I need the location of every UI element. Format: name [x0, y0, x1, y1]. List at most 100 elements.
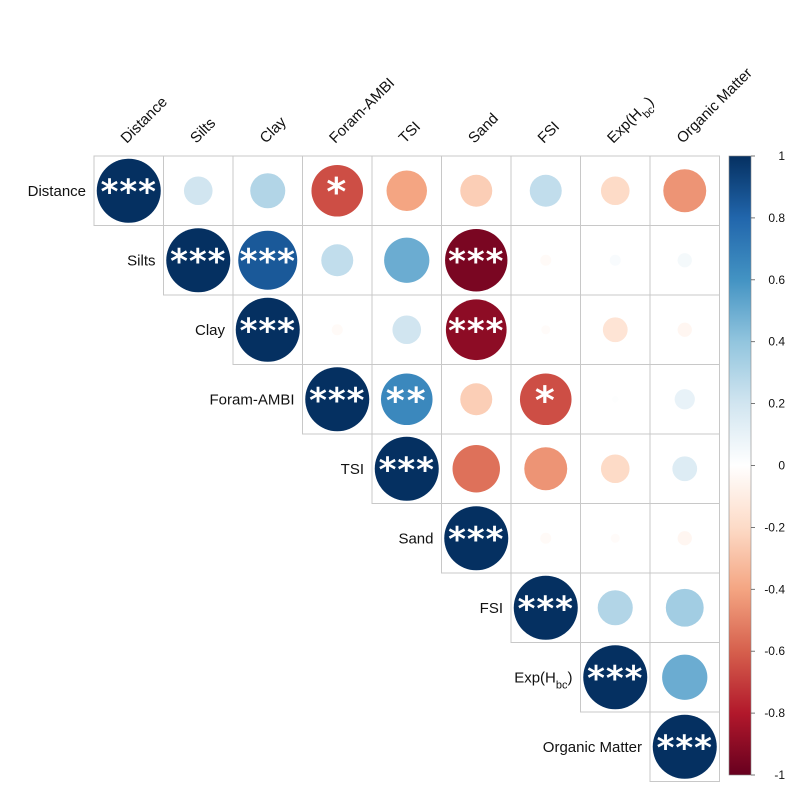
- column-label: Foram-AMBI: [326, 75, 398, 147]
- significance-label: ***: [101, 173, 157, 213]
- column-label: Sand: [465, 110, 502, 147]
- significance-label: *: [535, 379, 557, 423]
- row-label: Distance: [28, 183, 86, 200]
- significance-stars: *** **** *** ****** ****** ** ****************: [101, 170, 713, 769]
- correlation-circle: [392, 315, 422, 345]
- correlation-circle: [444, 506, 509, 571]
- correlation-circle: [663, 169, 707, 213]
- significance-label: ***: [448, 242, 504, 282]
- correlation-circle: [677, 531, 692, 546]
- correlation-circle: [238, 230, 298, 290]
- correlation-circle: [600, 176, 630, 206]
- colorbar-tick-label: 0.4: [768, 335, 785, 349]
- correlation-circle: [677, 322, 692, 337]
- colorbar-tick-label: 0.8: [768, 211, 785, 225]
- row-label: FSI: [480, 600, 503, 617]
- correlation-circle: [460, 174, 493, 207]
- row-label: TSI: [341, 461, 364, 478]
- correlation-circle: [380, 373, 433, 426]
- significance-label: ***: [170, 242, 226, 282]
- column-label: TSI: [396, 118, 425, 147]
- correlation-circle: [384, 237, 430, 283]
- correlation-circle: [602, 317, 628, 343]
- significance-label: ***: [448, 520, 504, 560]
- correlation-circle: [600, 454, 630, 484]
- correlation-circle: [540, 532, 552, 544]
- significance-label: ***: [448, 312, 504, 352]
- correlation-circle: [609, 254, 621, 266]
- grid-cell: [510, 294, 581, 365]
- correlation-circle: [540, 254, 552, 266]
- colorbar-tick-label: -0.2: [764, 520, 785, 534]
- correlation-circle: [672, 456, 698, 482]
- significance-label: ***: [518, 590, 574, 630]
- correlation-circle: [652, 714, 717, 779]
- correlation-circle: [386, 170, 427, 211]
- correlation-circles: [96, 158, 717, 779]
- correlation-circle: [513, 575, 578, 640]
- colorbar-tick-label: -0.6: [764, 644, 785, 658]
- colorbar-tick-label: 0: [778, 459, 785, 473]
- significance-label: ***: [379, 451, 435, 491]
- colorbar-tick-label: 1: [778, 149, 785, 163]
- row-label: Silts: [127, 252, 155, 269]
- significance-label: ***: [309, 381, 365, 421]
- correlation-circle: [235, 297, 300, 362]
- correlation-circle: [166, 228, 231, 293]
- correlation-circle: [96, 158, 161, 223]
- correlation-circle: [250, 173, 286, 209]
- correlation-circle: [524, 447, 568, 491]
- correlation-circle: [674, 389, 695, 410]
- grid-cell: [649, 503, 720, 574]
- colorbar-tick-label: 0.2: [768, 397, 785, 411]
- colorbar-tick-label: 0.6: [768, 273, 785, 287]
- significance-label: ***: [240, 242, 296, 282]
- correlation-circle: [665, 588, 704, 627]
- colorbar-tick-label: -1: [774, 768, 785, 782]
- correlation-circle: [452, 445, 500, 493]
- correlation-circle: [610, 533, 620, 543]
- colorbar-tick-label: -0.8: [764, 706, 785, 720]
- significance-label: ***: [240, 312, 296, 352]
- colorbar-legend: 1 0.8 0.6 0.4 0.2 0 -0.2 -0.4 -0.6 -0.8 -1: [728, 149, 785, 782]
- correlation-circle: [460, 383, 493, 416]
- row-label: Exp(Hbc): [514, 669, 572, 691]
- correlation-circle: [612, 396, 619, 403]
- colorbar-tick-label: -0.4: [764, 582, 785, 596]
- grid-cell: [580, 155, 651, 226]
- correlation-circle: [662, 654, 708, 700]
- column-label: FSI: [535, 118, 564, 147]
- correlation-circle: [445, 229, 508, 292]
- column-label: Distance: [118, 94, 171, 147]
- correlation-circle: [305, 367, 370, 432]
- row-label: Sand: [398, 530, 433, 547]
- row-label: Clay: [195, 322, 226, 339]
- correlation-circle: [374, 436, 439, 501]
- row-label: Organic Matter: [543, 739, 642, 756]
- correlation-circle: [597, 590, 633, 626]
- column-label: Clay: [257, 113, 291, 147]
- correlation-circle: [445, 299, 507, 361]
- correlation-circle: [321, 244, 354, 277]
- significance-label: **: [386, 381, 428, 422]
- correlation-circle: [529, 174, 562, 207]
- colorbar: [728, 155, 752, 776]
- row-labels: Distance Silts Clay Foram-AMBI TSI Sand FSI Exp…: [28, 183, 642, 756]
- correlation-circle: [311, 164, 364, 217]
- significance-label: *: [326, 170, 348, 214]
- correlation-circle: [541, 325, 551, 335]
- correlation-circle: [183, 176, 213, 206]
- correlation-circle: [583, 645, 648, 710]
- significance-label: ***: [587, 659, 643, 699]
- column-label: Silts: [187, 115, 219, 147]
- correlation-circle: [677, 253, 692, 268]
- column-label: Organic Matter: [674, 65, 756, 147]
- significance-label: ***: [657, 729, 713, 769]
- correlation-circle: [519, 373, 572, 426]
- column-label: Exp(Hbc): [604, 94, 661, 151]
- correlation-circle: [331, 324, 343, 336]
- row-label: Foram-AMBI: [209, 391, 294, 408]
